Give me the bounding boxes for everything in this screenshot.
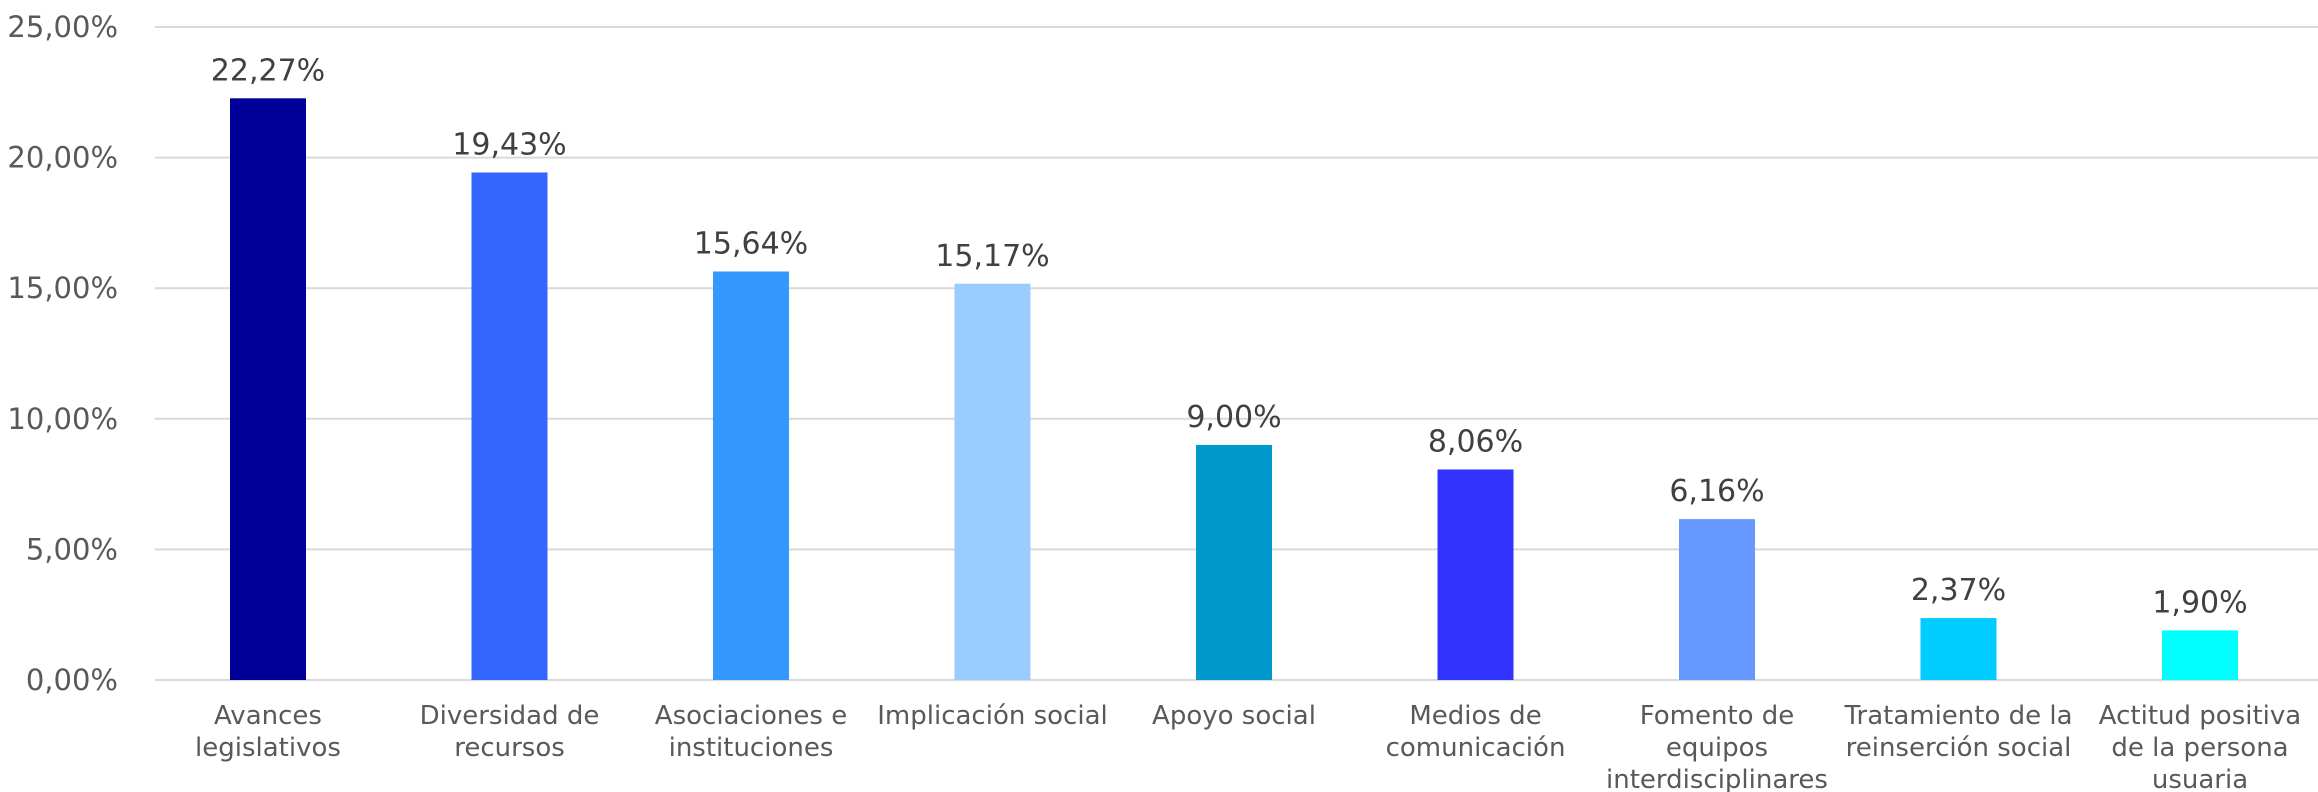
category-label: Fomento de equipos interdisciplinares <box>1606 701 1828 792</box>
category-label-line: interdisciplinares <box>1606 765 1828 792</box>
category-label-line: Asociaciones e <box>655 701 847 731</box>
data-label: 9,00% <box>1186 400 1281 435</box>
category-label: Apoyo social <box>1152 701 1316 731</box>
category-label-line: recursos <box>454 733 565 763</box>
data-label: 22,27% <box>211 53 325 88</box>
data-label: 19,43% <box>452 127 566 162</box>
data-label: 1,90% <box>2152 585 2247 620</box>
bar <box>1920 618 1997 680</box>
category-label-line: Avances <box>214 701 322 731</box>
category-label-line: Actitud positiva <box>2099 701 2301 731</box>
category-label-line: reinserción social <box>1846 733 2072 763</box>
data-label: 15,64% <box>694 226 808 261</box>
category-label: Tratamiento de la reinserción social <box>1843 701 2072 763</box>
bar <box>1437 469 1514 680</box>
category-label-line: Tratamiento de la <box>1843 701 2072 731</box>
category-label-line: Apoyo social <box>1152 701 1316 731</box>
category-label-line: comunicación <box>1386 733 1566 763</box>
y-tick-label: 5,00% <box>26 532 118 566</box>
category-label-line: de la persona <box>2111 733 2288 763</box>
y-tick-label: 25,00% <box>7 10 118 44</box>
y-axis-tick-labels: 0,00% 5,00% 10,00% 15,00% 20,00% 25,00% <box>7 10 118 697</box>
bars <box>230 98 2238 680</box>
category-label-line: Diversidad de <box>420 701 600 731</box>
data-labels: 22,27% 19,43% 15,64% 15,17% 9,00% 8,06% 6,16% 2… <box>211 53 2248 620</box>
category-label: Implicación social <box>877 701 1107 731</box>
y-tick-label: 20,00% <box>7 141 118 175</box>
category-label-line: equipos <box>1666 733 1768 763</box>
y-tick-label: 10,00% <box>7 402 118 436</box>
category-label-line: Implicación social <box>877 701 1107 731</box>
bar <box>2162 630 2238 680</box>
category-label-line: legislativos <box>195 733 341 763</box>
category-label-line: Medios de <box>1409 701 1541 731</box>
category-label: Avances legislativos <box>195 701 341 763</box>
category-label: Asociaciones e instituciones <box>655 701 847 763</box>
category-label-line: instituciones <box>669 733 834 763</box>
data-label: 6,16% <box>1669 474 1764 509</box>
y-tick-label: 15,00% <box>7 271 118 305</box>
data-label: 8,06% <box>1428 424 1523 459</box>
category-label-line: usuaria <box>2152 765 2248 792</box>
bar <box>713 271 789 680</box>
category-label: Actitud positiva de la persona usuaria <box>2099 701 2301 792</box>
category-label: Medios de comunicación <box>1386 701 1566 763</box>
bar <box>1196 444 1272 680</box>
bar <box>230 98 306 680</box>
data-label: 15,17% <box>935 239 1049 274</box>
category-label-line: Fomento de <box>1640 701 1795 731</box>
x-axis-category-labels: Avances legislativos Diversidad de recursos… <box>195 701 2301 792</box>
y-tick-label: 0,00% <box>26 663 118 697</box>
bar <box>471 172 548 680</box>
bar <box>954 283 1031 680</box>
data-label: 2,37% <box>1911 573 2006 608</box>
category-label: Diversidad de recursos <box>420 701 600 763</box>
bar <box>1679 519 1755 680</box>
